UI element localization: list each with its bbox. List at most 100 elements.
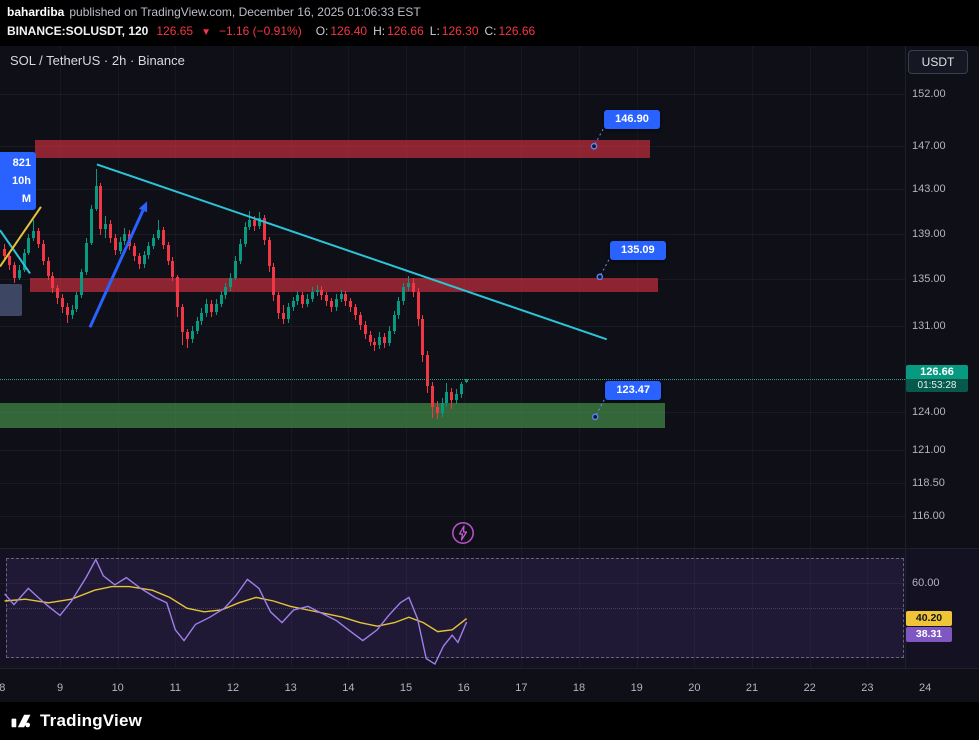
price-level-label[interactable]: 146.90 [604, 110, 660, 130]
y-axis-tick: 124.00 [912, 405, 946, 418]
candle-body [157, 230, 160, 239]
publish-bar: bahardiba published on TradingView.com, D… [0, 0, 979, 46]
candle-body [387, 330, 391, 343]
candle-body [416, 291, 420, 319]
x-axis-tick: 13 [284, 682, 297, 694]
candle-body [41, 243, 45, 261]
position-tool-label[interactable]: 821 10h M [0, 152, 36, 210]
candle-body [17, 269, 21, 278]
candle-body [411, 282, 415, 292]
candle-body [133, 246, 136, 257]
ohlc-label: L: [429, 24, 440, 38]
candlestick-plot[interactable] [0, 0, 905, 668]
x-axis-tick: 15 [399, 682, 413, 694]
price-gridline [0, 94, 905, 96]
candle-body [392, 315, 396, 331]
candle-body [181, 307, 184, 333]
y-axis-tick: 139.00 [912, 227, 946, 240]
down-arrow-icon: ▼ [201, 27, 211, 38]
candle-body [195, 321, 199, 331]
candle-body [464, 378, 468, 382]
candle-body [344, 294, 348, 302]
ohlc-label: C: [484, 24, 497, 38]
tradingview-logo[interactable]: TradingView [10, 710, 142, 732]
candle-body [89, 209, 93, 243]
current-price-badge: 126.66 01:53:28 [906, 365, 968, 393]
candle-body [27, 238, 31, 253]
candle-body [229, 278, 233, 288]
candle-body [431, 385, 434, 407]
candle-body [459, 384, 463, 395]
candle-body [406, 282, 410, 288]
candle-body [176, 276, 180, 308]
y-axis-tick: 118.50 [912, 476, 945, 489]
candle-body [99, 186, 103, 230]
symbol-interval: BINANCE:SOLUSDT, 120 [7, 24, 149, 38]
ohlc-value: 126.30 [441, 24, 479, 38]
candle-body [368, 334, 372, 342]
y-axis-tick: 143.00 [912, 183, 946, 196]
y-axis-tick: 121.00 [912, 444, 946, 457]
y-axis-tick: 135.00 [912, 273, 946, 286]
support-zone[interactable] [0, 403, 665, 429]
candle-body [166, 244, 170, 261]
x-axis-tick: 11 [169, 682, 181, 694]
candle-body [349, 301, 353, 308]
candle-body [373, 341, 377, 346]
x-axis-tick: 12 [226, 682, 240, 694]
x-axis-tick: 19 [630, 682, 643, 694]
candle-body [291, 301, 295, 308]
time-axis[interactable] [0, 668, 979, 703]
candle-body [315, 289, 319, 292]
price-level-label[interactable]: 123.47 [605, 380, 662, 400]
x-axis-tick: 24 [918, 682, 932, 694]
chart-title: SOL / TetherUS · 2h · Binance [10, 53, 185, 68]
candle-body [445, 391, 449, 403]
price-axis[interactable] [905, 46, 979, 668]
pane-separator[interactable] [0, 548, 979, 549]
candle-body [253, 220, 257, 226]
candle-body [75, 295, 79, 310]
candle-body [382, 336, 386, 343]
indicator-grid-label: 60.00 [912, 577, 940, 589]
position-label-line: 10h [12, 175, 31, 187]
ohlc-value: 126.40 [330, 24, 368, 38]
candle-body [248, 220, 252, 227]
candle-body [32, 231, 36, 238]
price-gridline [0, 515, 905, 517]
candle-body [214, 303, 218, 312]
candle-body [282, 313, 285, 319]
candle-body [440, 403, 444, 414]
candle-body [320, 289, 324, 296]
y-axis-tick: 131.00 [912, 320, 946, 333]
candle-body [243, 226, 247, 244]
candle-body [310, 291, 314, 299]
candle-body [262, 217, 266, 241]
price-gridline [0, 482, 905, 484]
currency-toggle-button[interactable]: USDT [908, 50, 968, 74]
candle-body [123, 233, 127, 242]
brand-name: TradingView [40, 711, 143, 730]
position-label-line: M [21, 193, 31, 205]
candle-body [94, 186, 98, 209]
flash-icon[interactable] [451, 521, 475, 545]
candle-body [402, 287, 406, 302]
resistance-zone[interactable] [35, 139, 650, 158]
candle-body [152, 238, 156, 246]
candle-body [450, 391, 454, 401]
candle-body [334, 298, 338, 308]
x-axis-tick: 16 [457, 682, 470, 694]
x-axis-tick: 21 [745, 682, 759, 694]
candle-body [435, 406, 439, 414]
candle-body [8, 256, 11, 266]
author-name: bahardiba [7, 5, 65, 19]
candle-body [267, 240, 271, 267]
candle-body [51, 275, 55, 289]
price-level-label[interactable]: 135.09 [609, 240, 666, 260]
candle-body [378, 336, 382, 346]
price-change: −1.16 (−0.91%) [218, 24, 302, 38]
candle-body [354, 307, 358, 316]
cut-off-label-box [0, 284, 22, 316]
candle-body [60, 297, 64, 308]
